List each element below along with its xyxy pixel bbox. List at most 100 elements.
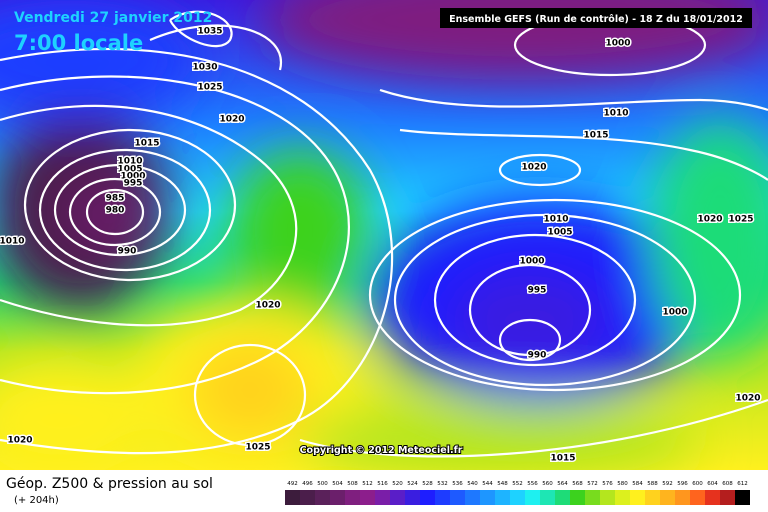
legend-label: 492 xyxy=(287,481,298,487)
isobar-label: 1020 xyxy=(219,115,244,125)
isobar-label: 1035 xyxy=(197,27,222,37)
legend-swatch xyxy=(720,490,735,505)
isobar-label: 1020 xyxy=(735,394,760,404)
legend-swatch xyxy=(600,490,615,505)
isobar-label: 980 xyxy=(106,206,125,216)
legend-swatch xyxy=(330,490,345,505)
time: 7:00 locale xyxy=(14,31,143,55)
isobar-label: 1020 xyxy=(521,163,546,173)
legend-label: 612 xyxy=(737,481,748,487)
isobar-labels: 1035103010251020101510101005100099598598… xyxy=(0,25,762,465)
legend-swatch xyxy=(465,490,480,505)
legend-swatch xyxy=(450,490,465,505)
footer-title: Géop. Z500 & pression au sol xyxy=(6,476,213,492)
legend-label: 592 xyxy=(662,481,673,487)
legend-label: 548 xyxy=(497,481,508,487)
legend-swatch xyxy=(315,490,330,505)
legend-swatch xyxy=(675,490,690,505)
legend-label: 584 xyxy=(632,481,643,487)
legend-swatch xyxy=(300,490,315,505)
legend-swatch xyxy=(435,490,450,505)
isobar-label: 1000 xyxy=(605,39,630,49)
isobar-label: 1025 xyxy=(197,83,222,93)
isobar-label: 1015 xyxy=(550,454,575,464)
legend-swatch xyxy=(570,490,585,505)
legend-label: 528 xyxy=(422,481,433,487)
legend-label: 568 xyxy=(572,481,583,487)
legend-label: 504 xyxy=(332,481,343,487)
legend-label: 560 xyxy=(542,481,553,487)
isobar-label: 1015 xyxy=(583,131,608,141)
legend-label: 540 xyxy=(467,481,478,487)
legend-label: 508 xyxy=(347,481,358,487)
isobar-label: 1020 xyxy=(7,436,32,446)
legend-label: 536 xyxy=(452,481,463,487)
legend-label: 524 xyxy=(407,481,418,487)
isobar-label: 1000 xyxy=(120,172,145,182)
isobar-label: 995 xyxy=(124,179,143,189)
legend-label: 600 xyxy=(692,481,703,487)
legend-label: 516 xyxy=(377,481,388,487)
legend-swatch xyxy=(705,490,720,505)
isobar-label: 1010 xyxy=(117,157,142,167)
legend-label: 596 xyxy=(677,481,688,487)
isobar-label: 995 xyxy=(528,286,547,296)
isobar-label: 1030 xyxy=(192,63,217,73)
legend-swatch xyxy=(555,490,570,505)
legend-swatch xyxy=(345,490,360,505)
isobar-label: 1010 xyxy=(0,237,25,247)
copyright: Copyright © 2012 Meteociel.fr xyxy=(300,445,463,456)
legend-label: 588 xyxy=(647,481,658,487)
legend-label: 576 xyxy=(602,481,613,487)
map-field xyxy=(0,0,768,470)
legend-swatch xyxy=(585,490,600,505)
legend-swatch xyxy=(390,490,405,505)
legend-label: 564 xyxy=(557,481,568,487)
field-blobs xyxy=(0,0,768,470)
isobar-label: 1000 xyxy=(662,308,687,318)
legend-swatch xyxy=(405,490,420,505)
isobar-label: 1000 xyxy=(519,257,544,267)
legend-swatch xyxy=(630,490,645,505)
isobar-label: 1025 xyxy=(245,443,270,453)
legend-label: 496 xyxy=(302,481,313,487)
legend-swatch xyxy=(420,490,435,505)
isobar-label: 990 xyxy=(118,247,137,257)
color-legend: 492 496 500 504 508 512 516 520 524 528 532 536 540 5… xyxy=(285,481,750,505)
legend-swatch xyxy=(735,490,750,505)
legend-swatch xyxy=(360,490,375,505)
isobar-label: 1020 xyxy=(255,301,280,311)
isobar-label: 990 xyxy=(528,351,547,361)
legend-label: 556 xyxy=(527,481,538,487)
run-box xyxy=(440,8,752,28)
isobar-label: 1005 xyxy=(547,228,572,238)
date: Vendredi 27 janvier 2012 xyxy=(14,10,212,26)
legend-label: 608 xyxy=(722,481,733,487)
legend-swatch xyxy=(375,490,390,505)
isobar-label: 1020 xyxy=(697,215,722,225)
legend-swatch xyxy=(660,490,675,505)
legend-swatch xyxy=(285,490,300,505)
run-info: Ensemble GEFS (Run de contrôle) - 18 Z d… xyxy=(449,14,743,25)
legend-label: 520 xyxy=(392,481,403,487)
legend-swatch xyxy=(540,490,555,505)
footer-range: (+ 204h) xyxy=(14,495,59,506)
legend-label: 552 xyxy=(512,481,523,487)
isobar-label: 1015 xyxy=(134,139,159,149)
isobar-label: 1010 xyxy=(543,215,568,225)
legend-label: 572 xyxy=(587,481,598,487)
legend-swatch xyxy=(510,490,525,505)
legend-label: 532 xyxy=(437,481,448,487)
legend-label: 580 xyxy=(617,481,628,487)
isobar-label: 1010 xyxy=(603,109,628,119)
legend-swatch xyxy=(480,490,495,505)
legend-label: 512 xyxy=(362,481,373,487)
legend-swatch xyxy=(495,490,510,505)
isobar-label: 1005 xyxy=(117,165,142,175)
isobars xyxy=(0,10,768,458)
legend-swatch xyxy=(525,490,540,505)
legend-swatch xyxy=(615,490,630,505)
legend-label: 544 xyxy=(482,481,493,487)
legend-swatch xyxy=(645,490,660,505)
